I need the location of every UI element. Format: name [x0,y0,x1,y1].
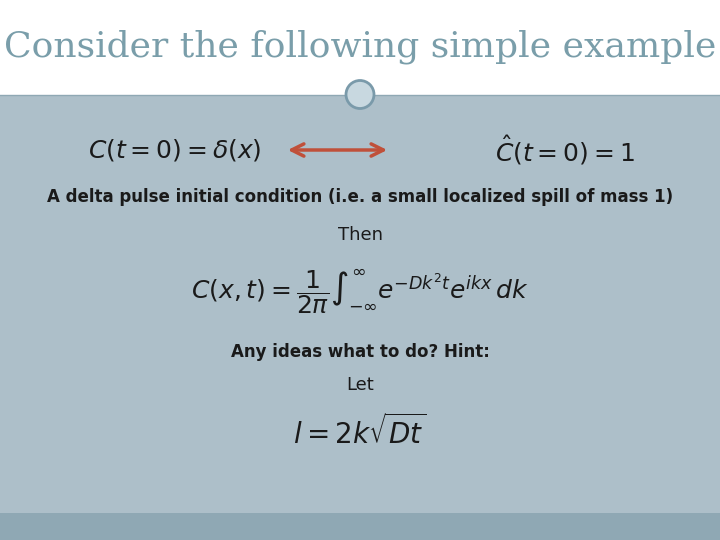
Text: Consider the following simple example: Consider the following simple example [4,30,716,64]
Text: Then: Then [338,226,382,244]
Text: $C(x,t) = \dfrac{1}{2\pi} \int_{-\infty}^{\infty} e^{-Dk^2t} e^{ikx}\, dk$: $C(x,t) = \dfrac{1}{2\pi} \int_{-\infty}… [191,267,529,316]
Text: A delta pulse initial condition (i.e. a small localized spill of mass 1): A delta pulse initial condition (i.e. a … [47,188,673,206]
Text: $l = 2k\sqrt{Dt}$: $l = 2k\sqrt{Dt}$ [294,414,426,450]
Bar [0,0,720,94]
Circle shape [346,80,374,109]
Text: Any ideas what to do? Hint:: Any ideas what to do? Hint: [230,343,490,361]
Text: $\hat{C}(t=0)=1$: $\hat{C}(t=0)=1$ [495,133,635,167]
Bar [0,513,720,540]
Text: $C(t=0)=\delta(x)$: $C(t=0)=\delta(x)$ [89,137,262,163]
Text: Let: Let [346,376,374,394]
